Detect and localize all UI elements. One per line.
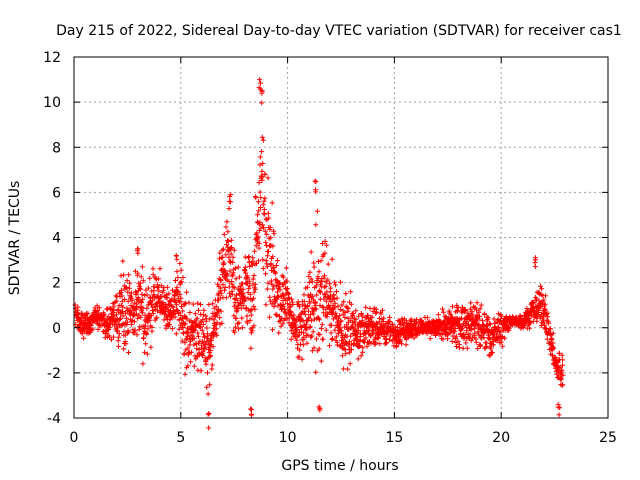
x-tick-label: 15 <box>385 430 403 446</box>
data-points <box>72 77 566 431</box>
y-tick-label: 6 <box>52 185 61 201</box>
y-tick-label: 8 <box>52 140 61 156</box>
x-axis-label: GPS time / hours <box>281 458 398 474</box>
x-tick-label: 25 <box>599 430 617 446</box>
y-tick-label: 10 <box>43 95 61 111</box>
y-tick-label: 4 <box>52 231 61 247</box>
grid-lines <box>74 57 608 418</box>
x-tick-label: 0 <box>70 430 79 446</box>
axis-ticks: 0 5 10 15 20 25 -4 -2 0 2 4 6 8 10 12 <box>43 50 617 446</box>
y-tick-label: -2 <box>47 366 61 382</box>
y-tick-label: -4 <box>47 411 61 427</box>
y-tick-label: 2 <box>52 276 61 292</box>
y-tick-label: 12 <box>43 50 61 66</box>
y-tick-label: 0 <box>52 321 61 337</box>
x-tick-label: 10 <box>279 430 297 446</box>
y-axis-label: SDTVAR / TECUs <box>7 181 23 296</box>
x-tick-label: 20 <box>492 430 510 446</box>
vtec-plus-markers <box>72 77 566 431</box>
x-tick-label: 5 <box>176 430 185 446</box>
chart-title: Day 215 of 2022, Sidereal Day-to-day VTE… <box>56 23 622 39</box>
